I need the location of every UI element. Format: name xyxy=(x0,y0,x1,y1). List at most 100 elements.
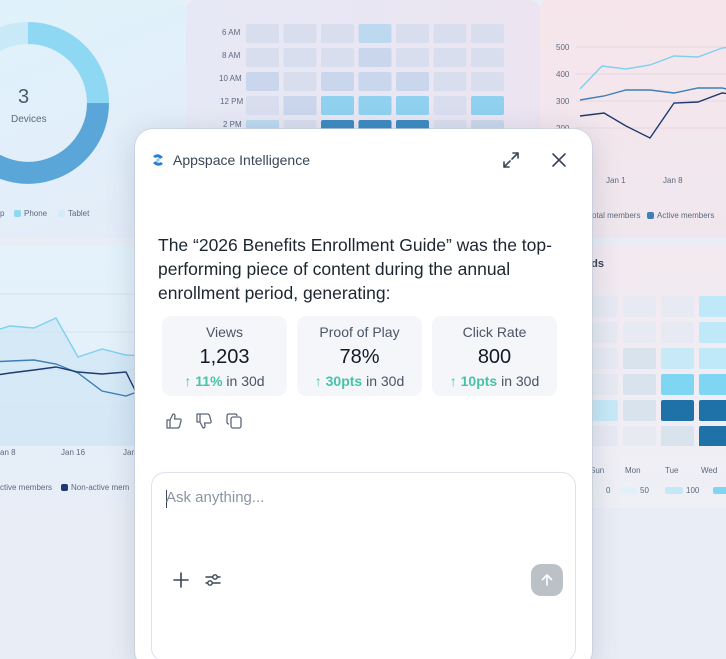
stats-row: Views 1,203 ↑ 11% in 30d Proof of Play 7… xyxy=(162,316,557,396)
legend-non-active-members-label: Non-active mem xyxy=(71,483,130,492)
heatmap-cell xyxy=(623,296,656,317)
heatmap-cell xyxy=(321,72,354,91)
stat-delta-value: ↑ 10pts xyxy=(449,373,498,389)
phone-swatch xyxy=(14,210,21,217)
heatmap-cell xyxy=(699,374,726,395)
close-icon xyxy=(552,153,566,167)
non-active-line xyxy=(579,92,726,139)
heatmap-cell xyxy=(471,72,504,91)
thumbs-down-icon xyxy=(196,413,212,429)
scale-150 xyxy=(713,486,726,495)
heatmap-cell xyxy=(283,96,317,115)
options-button[interactable] xyxy=(204,571,222,589)
donut-legend-desktop: p xyxy=(0,209,4,218)
heatmap-cell xyxy=(246,48,279,67)
heatmap-row-label: 8 AM xyxy=(222,51,241,60)
heatmap-cell xyxy=(396,48,429,67)
stat-value: 800 xyxy=(477,346,512,368)
send-button[interactable] xyxy=(531,564,563,596)
day-label: Tue xyxy=(665,466,679,475)
day-label: Sun xyxy=(590,466,605,475)
scale-50: 50 xyxy=(621,486,649,495)
heatmap-cell xyxy=(585,322,618,343)
stat-card-views: Views 1,203 ↑ 11% in 30d xyxy=(162,316,287,396)
heatmap-cell xyxy=(585,296,618,317)
heatmap-cell xyxy=(699,322,726,343)
add-attachment-button[interactable] xyxy=(172,571,190,589)
active-members-line xyxy=(0,359,148,397)
assistant-answer: The “2026 Benefits Enrollment Guide” was… xyxy=(158,235,552,303)
heatmap-cell xyxy=(585,348,618,369)
heatmap-cell xyxy=(433,96,467,115)
hourly-heatmap-grid xyxy=(246,24,504,139)
stat-delta: ↑ 30pts in 30d xyxy=(297,372,422,390)
heatmap-cell xyxy=(471,48,504,67)
scale-100: 100 xyxy=(665,486,699,495)
heatmap-cell xyxy=(358,24,392,43)
thumbs-up-button[interactable] xyxy=(165,412,183,430)
copy-icon xyxy=(226,413,242,429)
heatmap-row-label: 2 PM xyxy=(223,120,242,129)
stat-label: Views xyxy=(205,324,244,340)
stat-delta-value: ↑ 11% xyxy=(184,373,223,389)
stat-delta-period: in 30d xyxy=(222,373,265,389)
tablet-swatch xyxy=(58,210,65,217)
ask-input[interactable] xyxy=(166,489,556,506)
panel-title: Appspace Intelligence xyxy=(173,152,310,168)
members-line-chart xyxy=(576,46,726,139)
heatmap-cell xyxy=(358,48,392,67)
heatmap-cell xyxy=(246,24,279,43)
members-area-card: an 8 Jan 16 Jan ctive members Non-active… xyxy=(0,246,148,508)
y-tick: 500 xyxy=(556,43,570,52)
stat-delta: ↑ 11% in 30d xyxy=(162,372,287,390)
close-button[interactable] xyxy=(548,149,570,171)
scale-swatch xyxy=(591,487,603,494)
thumbs-up-icon xyxy=(166,413,182,429)
heatmap-cell xyxy=(661,400,694,421)
scale-swatch xyxy=(713,487,726,494)
heatmap-cell xyxy=(283,48,317,67)
non-active-swatch xyxy=(61,484,68,491)
scale-label: 0 xyxy=(606,486,611,495)
heatmap-cell xyxy=(321,96,354,115)
expand-button[interactable] xyxy=(500,149,522,171)
copy-button[interactable] xyxy=(225,412,243,430)
members-area-chart xyxy=(0,293,148,446)
expand-icon xyxy=(503,152,519,168)
legend-total-members: otal members xyxy=(592,211,640,220)
heatmap-cell xyxy=(283,24,317,43)
scale-0: 0 xyxy=(591,486,610,495)
legend-total-members-label: otal members xyxy=(592,211,641,220)
scale-label: 50 xyxy=(640,486,649,495)
heatmap-cell xyxy=(471,24,504,43)
heatmap-cell xyxy=(396,96,429,115)
stat-value: 78% xyxy=(339,346,380,368)
heatmap-cell xyxy=(321,24,354,43)
heatmap-row-label: 10 AM xyxy=(219,74,242,83)
active-members-line xyxy=(579,87,726,101)
total-members-line xyxy=(0,317,148,358)
legend-active-members: Active members xyxy=(647,211,714,220)
heatmap-cell xyxy=(585,426,618,446)
devices-donut-card: 3 Devices p Phone Tablet xyxy=(0,0,186,238)
scale-swatch xyxy=(665,487,683,494)
thumbs-down-button[interactable] xyxy=(195,412,213,430)
stat-delta-period: in 30d xyxy=(362,373,405,389)
stat-value: 1,203 xyxy=(199,346,250,368)
stat-label: Click Rate xyxy=(462,324,527,340)
legend-active-members-label: Active members xyxy=(657,211,715,220)
heatmap-cell xyxy=(471,96,504,115)
x-tick: Jan 8 xyxy=(663,176,683,185)
hourly-heatmap-card: 6 AM 8 AM 10 AM 12 PM 2 PM xyxy=(186,0,540,140)
message-composer xyxy=(151,472,576,659)
stat-card-click-rate: Click Rate 800 ↑ 10pts in 30d xyxy=(432,316,557,396)
donut-legend-desktop-label: p xyxy=(0,209,5,218)
heatmap-cell xyxy=(358,96,392,115)
heatmap-cell xyxy=(661,296,694,317)
stat-card-proof-of-play: Proof of Play 78% ↑ 30pts in 30d xyxy=(297,316,422,396)
area-fill xyxy=(0,318,148,446)
heatmap-cell xyxy=(321,48,354,67)
stat-delta-value: ↑ 30pts xyxy=(314,373,363,389)
x-tick: an 8 xyxy=(0,448,16,457)
